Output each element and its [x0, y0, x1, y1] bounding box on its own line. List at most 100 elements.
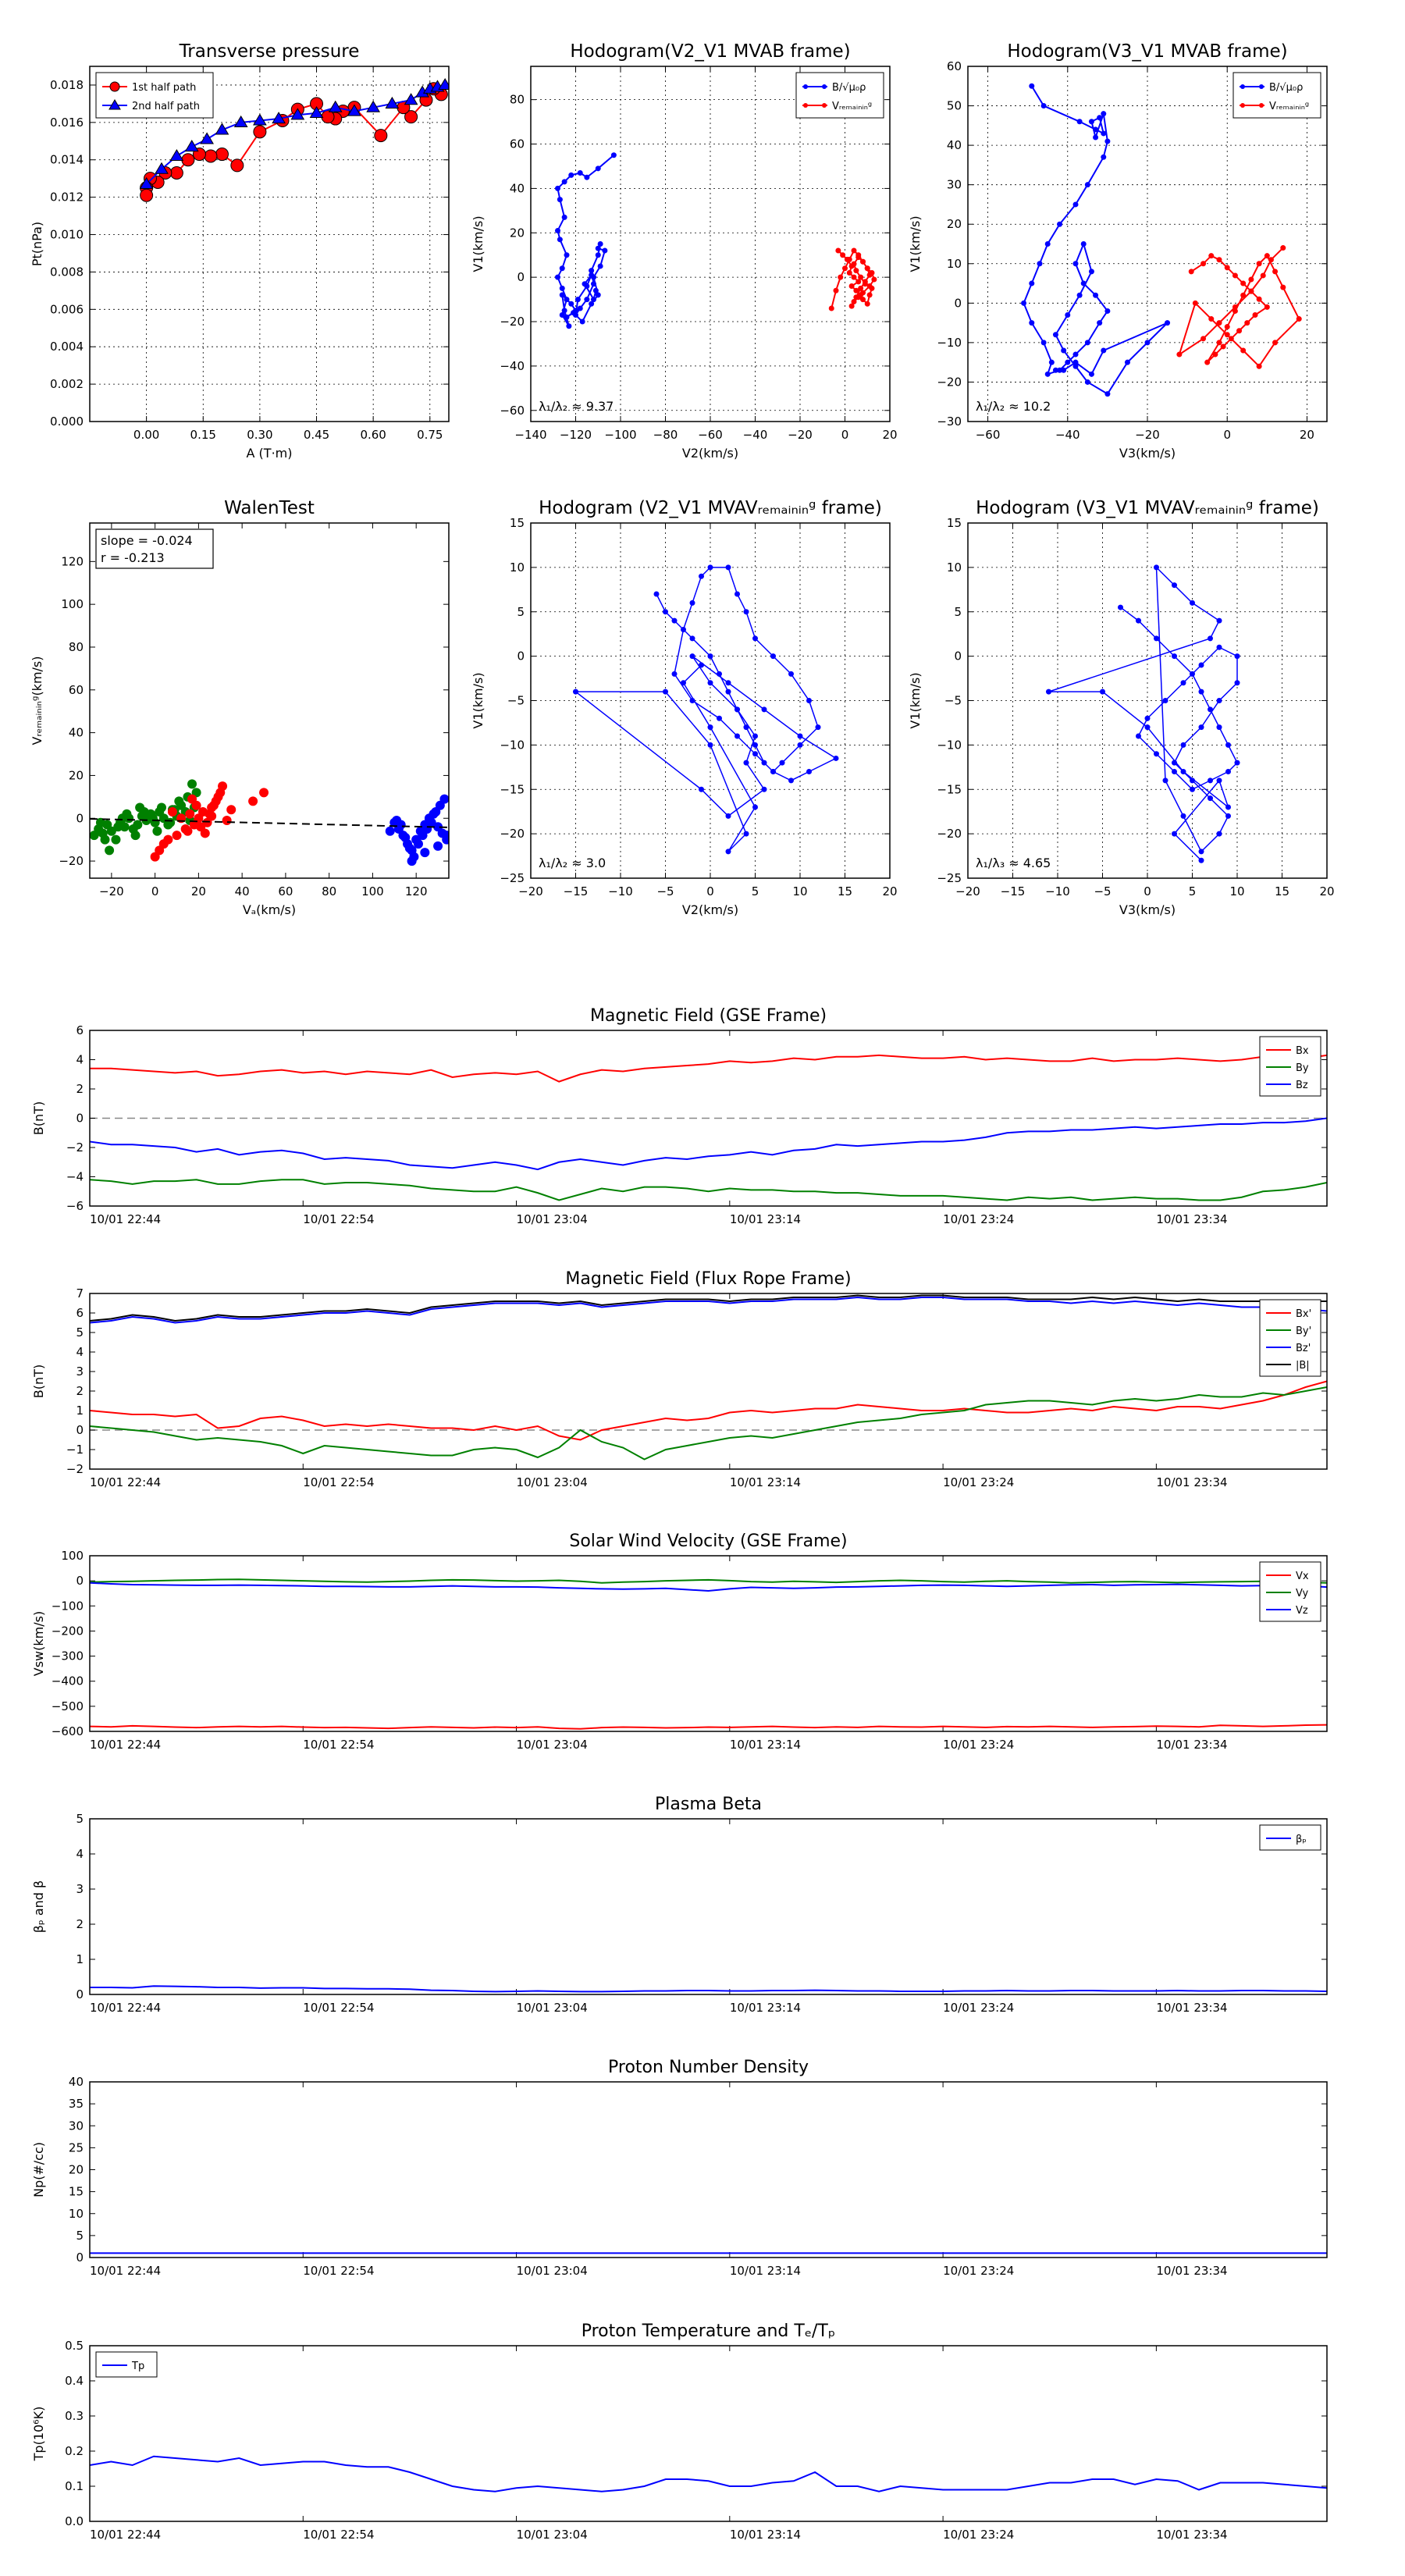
data-point [689, 635, 695, 642]
legend-label: Tp [131, 2361, 144, 2372]
data-point [169, 166, 183, 180]
x-tick-label: 10/01 23:04 [517, 1738, 588, 1752]
data-point [743, 609, 749, 615]
x-tick-label: 10/01 22:54 [303, 2528, 374, 2542]
legend-label: Vx [1296, 1571, 1309, 1582]
legend-label: Vᵣₑₘₐᵢₙᵢₙᵍ [1269, 101, 1309, 112]
x-tick-label: 10/01 23:14 [730, 1475, 801, 1489]
y-tick-label: 20 [69, 768, 84, 782]
data-point [564, 297, 570, 303]
data-point [561, 214, 567, 220]
data-point [770, 653, 776, 660]
data-point [1080, 241, 1087, 247]
data-point [413, 839, 423, 849]
x-tick-label: 0.60 [360, 428, 386, 442]
data-point [204, 149, 218, 163]
x-tick-label: 10/01 23:24 [943, 1212, 1014, 1226]
eigenvalue-ratio-annotation: λ₁/λ₂ ≈ 3.0 [539, 856, 606, 870]
data-point [1040, 103, 1047, 109]
data-point [1264, 253, 1270, 259]
data-point [1072, 363, 1079, 369]
x-tick-label: 0.75 [417, 428, 443, 442]
data-point [574, 297, 581, 303]
data-point [1188, 269, 1194, 275]
data-point [119, 822, 130, 832]
data-point [1220, 343, 1226, 350]
data-point [1165, 320, 1171, 326]
ts_bgse-chart: Magnetic Field (GSE Frame) 10/01 22:44 10/… [31, 1006, 1328, 1226]
data-point [272, 112, 286, 124]
stats-box [95, 528, 214, 569]
y-tick-label: −25 [500, 871, 525, 885]
data-point [111, 834, 121, 845]
x-tick-label: 10/01 23:24 [943, 2001, 1014, 2015]
data-point [1190, 786, 1195, 792]
plot-area [90, 1054, 1327, 1201]
data-point [851, 274, 857, 280]
plot-area [555, 152, 877, 329]
data-point [663, 609, 668, 615]
x-tick-label: 10/01 23:14 [730, 2528, 801, 2542]
y-tick-label: 0 [76, 1574, 84, 1588]
data-point [1272, 340, 1279, 346]
y-tick-label: 0.3 [65, 2409, 84, 2423]
data-point [248, 796, 258, 806]
data-point [838, 274, 844, 280]
data-point [1044, 241, 1051, 247]
data-point [858, 285, 864, 291]
x-tick-label: −5 [1094, 884, 1111, 898]
x-tick-label: −20 [788, 428, 813, 442]
data-point [707, 724, 713, 731]
legend-marker [1259, 103, 1264, 108]
h4-chart: Hodogram (V3_V1 MVAVᵣₑₘₐᵢₙᵢₙᵍ frame)−20−… [908, 498, 1335, 917]
y-tick-label: 10 [947, 560, 962, 575]
data-point [577, 170, 583, 176]
data-point [1180, 813, 1186, 819]
y-axis-label: Vᵣₑₘₐᵢₙᵢₙᵍ(km/s) [30, 656, 44, 745]
data-point [1154, 564, 1159, 571]
legend: B/√μ₀ρ Vᵣₑₘₐᵢₙᵢₙᵍ [795, 72, 884, 119]
y-tick-label: 0 [76, 1423, 84, 1437]
data-point [1097, 320, 1103, 326]
data-point [851, 261, 857, 267]
data-point [1172, 653, 1177, 660]
chart-title: WalenTest [224, 498, 315, 518]
data-point [309, 105, 324, 118]
data-point [135, 802, 145, 813]
data-point [582, 281, 588, 287]
data-point [559, 285, 565, 291]
data-point [743, 760, 749, 766]
y-tick-label: 60 [947, 59, 962, 73]
y-tick-label: −300 [52, 1649, 84, 1663]
data-point [1232, 308, 1238, 314]
data-point [133, 820, 143, 830]
x-tick-label: 5 [1189, 884, 1197, 898]
data-point [426, 817, 436, 827]
x-tick-label: 10/01 23:34 [1156, 2528, 1227, 2542]
data-point [259, 788, 269, 798]
data-point [761, 786, 767, 792]
x-tick-label: 0 [706, 884, 714, 898]
data-point [1224, 265, 1230, 271]
plot-area [90, 2455, 1327, 2492]
data-point [851, 247, 857, 254]
data-point [717, 671, 722, 677]
y-tick-label: 0.2 [65, 2444, 84, 2458]
data-point [218, 781, 228, 792]
data-point [671, 617, 678, 624]
y-tick-label: 0 [517, 649, 525, 664]
data-point [1104, 138, 1111, 144]
data-point [707, 564, 713, 571]
y-axis-label: βₚ and β [31, 1880, 46, 1934]
y-tick-label: 10 [947, 257, 962, 271]
data-point [1216, 340, 1222, 346]
plot-area [90, 1578, 1327, 1730]
x-tick-label: −20 [99, 884, 124, 898]
axes-frame [89, 1030, 1328, 1207]
data-point [1052, 332, 1058, 338]
data-point [1072, 351, 1079, 358]
data-point [438, 77, 449, 91]
x-tick-label: 15 [838, 884, 852, 898]
data-point [233, 115, 248, 127]
data-point [366, 100, 381, 112]
